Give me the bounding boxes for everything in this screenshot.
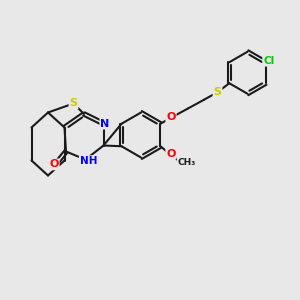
Text: O: O <box>166 112 176 122</box>
Text: S: S <box>70 98 77 109</box>
Text: NH: NH <box>80 156 97 166</box>
Text: S: S <box>214 87 221 97</box>
Text: O: O <box>166 149 176 159</box>
Text: Cl: Cl <box>263 56 274 66</box>
Text: O: O <box>49 159 59 170</box>
Text: CH₃: CH₃ <box>178 158 196 167</box>
Text: N: N <box>100 118 109 129</box>
